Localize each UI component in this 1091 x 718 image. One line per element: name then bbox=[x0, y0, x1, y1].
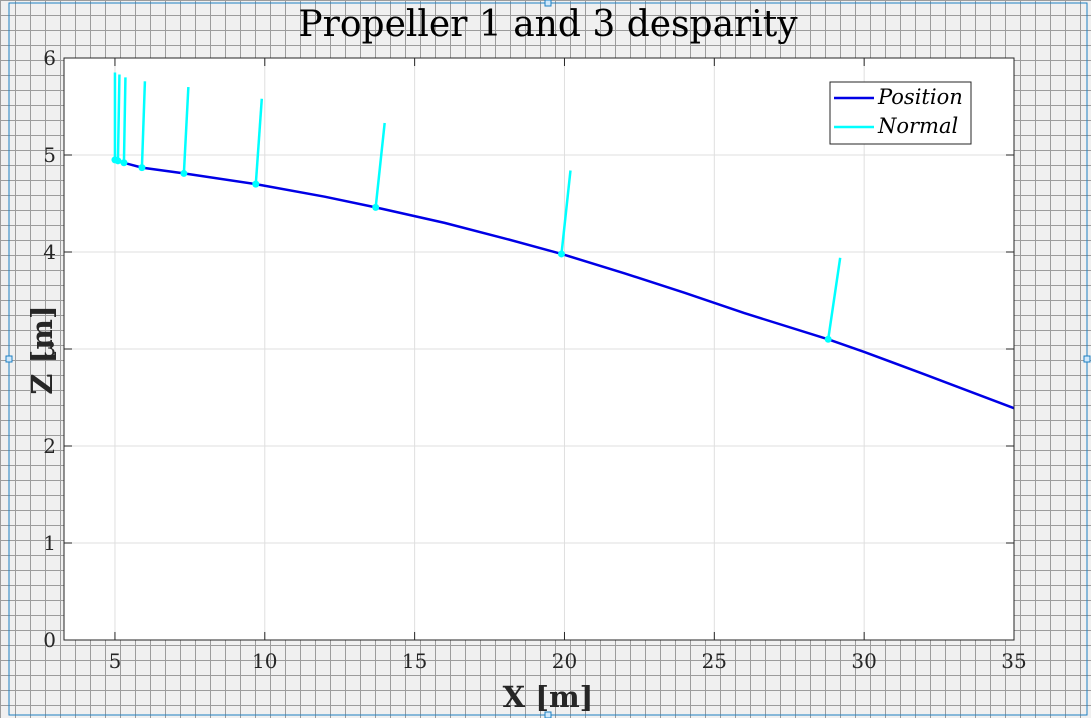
normal-vector bbox=[374, 122, 386, 208]
normal-vector bbox=[140, 81, 147, 168]
normal-vector bbox=[182, 87, 190, 174]
x-tick-label: 15 bbox=[402, 649, 427, 673]
x-tick-label: 25 bbox=[702, 649, 727, 673]
legend-label-normal: Normal bbox=[877, 114, 958, 138]
y-tick-label: 1 bbox=[43, 531, 56, 555]
x-tick-label: 35 bbox=[1001, 649, 1026, 673]
y-axis-label: Z [m] bbox=[25, 305, 59, 394]
legend-box bbox=[829, 81, 972, 145]
legend-label-position: Position bbox=[877, 85, 963, 109]
plot-series bbox=[111, 72, 1015, 410]
y-tick-label: 5 bbox=[43, 143, 56, 167]
normal-vector bbox=[116, 74, 121, 161]
legend: Position Normal bbox=[829, 81, 972, 145]
normal-vector bbox=[826, 257, 842, 340]
normal-vector bbox=[254, 98, 264, 185]
normal-origin-point bbox=[372, 203, 380, 211]
normal-origin-point bbox=[138, 164, 146, 172]
x-tick-label: 30 bbox=[851, 649, 876, 673]
y-tick-label: 4 bbox=[43, 240, 56, 264]
resize-handle-top[interactable] bbox=[544, 0, 552, 7]
normal-origin-point bbox=[180, 169, 188, 177]
normal-vector bbox=[122, 77, 127, 163]
y-tick-label: 0 bbox=[43, 628, 56, 652]
resize-handle-right[interactable] bbox=[1083, 355, 1091, 363]
x-axis-label: X [m] bbox=[503, 680, 594, 714]
x-tick-label: 20 bbox=[552, 649, 577, 673]
x-tick-label: 10 bbox=[252, 649, 277, 673]
chart-title: Propeller 1 and 3 desparity bbox=[298, 4, 798, 45]
normal-origin-point bbox=[557, 250, 565, 258]
normal-origin-point bbox=[120, 159, 128, 167]
normal-vector bbox=[560, 170, 572, 255]
resize-handle-bottom[interactable] bbox=[544, 711, 552, 718]
y-tick-label: 2 bbox=[43, 434, 56, 458]
resize-handle-left[interactable] bbox=[5, 355, 13, 363]
normal-origin-point bbox=[824, 335, 832, 343]
y-tick-label: 3 bbox=[43, 337, 56, 361]
normal-origin-point bbox=[114, 157, 122, 165]
normal-origin-point bbox=[252, 180, 260, 188]
x-tick-label: 5 bbox=[109, 649, 122, 673]
y-tick-label: 6 bbox=[43, 46, 56, 70]
axis-ticks: 5 10 15 20 25 30 35 0 1 2 3 4 5 6 bbox=[43, 46, 1026, 673]
